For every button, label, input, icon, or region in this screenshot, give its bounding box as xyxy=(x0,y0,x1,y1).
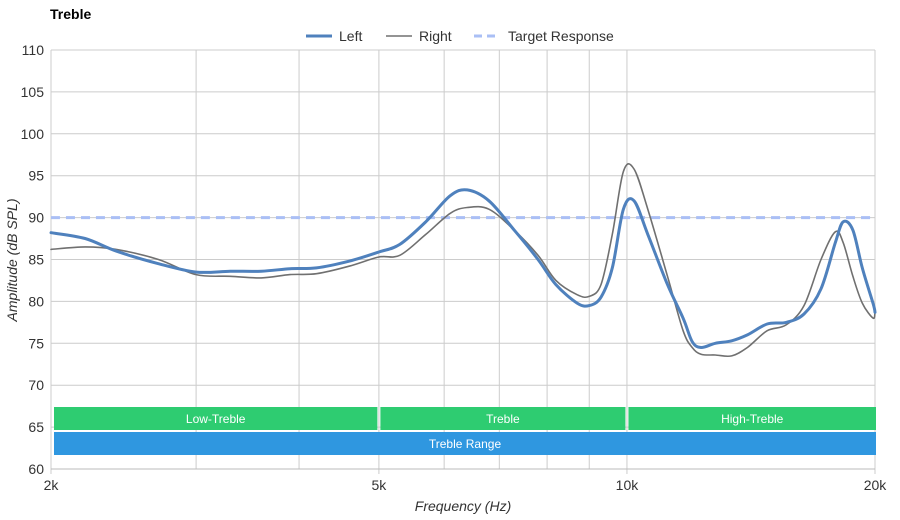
y-tick-label: 110 xyxy=(22,42,45,58)
x-tick-label: 5k xyxy=(372,477,388,493)
band-label: Low-Treble xyxy=(186,412,246,426)
gridlines xyxy=(50,49,876,470)
legend-label-right: Right xyxy=(419,28,452,44)
axes: 60 65 70 75 80 85 90 95 100 105 110 2k 5k 10k 20k xyxy=(21,42,888,493)
series-lines xyxy=(49,163,877,358)
y-axis-title: Amplitude (dB SPL) xyxy=(4,199,20,323)
band-rect xyxy=(380,407,626,430)
y-tick-label: 80 xyxy=(28,293,44,309)
band-label: Treble xyxy=(486,412,520,426)
x-tick-label: 10k xyxy=(616,477,640,493)
y-tick-label: 105 xyxy=(21,84,45,100)
frequency-bands: Low-Treble Treble High-Treble Treble Range xyxy=(54,407,876,455)
legend: Left Right Target Response xyxy=(306,28,614,44)
series-line-right xyxy=(50,163,876,358)
y-tick-label: 85 xyxy=(28,252,44,268)
band-rect xyxy=(54,407,378,430)
series-line-left xyxy=(49,188,877,350)
y-tick-label: 75 xyxy=(28,335,44,351)
band-rect xyxy=(628,407,876,430)
chart-title: Treble xyxy=(50,6,91,22)
x-axis-title: Frequency (Hz) xyxy=(415,498,511,514)
band-label: High-Treble xyxy=(721,412,784,426)
y-tick-label: 65 xyxy=(28,419,44,435)
x-tick-label: 2k xyxy=(44,477,60,493)
legend-label-left: Left xyxy=(339,28,362,44)
x-tick-label: 20k xyxy=(864,477,888,493)
y-tick-label: 60 xyxy=(28,461,44,477)
legend-label-target-response: Target Response xyxy=(508,28,614,44)
band-label: Treble Range xyxy=(429,437,502,451)
y-tick-label: 100 xyxy=(21,126,45,142)
y-tick-label: 70 xyxy=(28,377,44,393)
y-tick-label: 95 xyxy=(28,168,44,184)
band-rect xyxy=(54,432,876,455)
y-tick-label: 90 xyxy=(28,210,44,226)
